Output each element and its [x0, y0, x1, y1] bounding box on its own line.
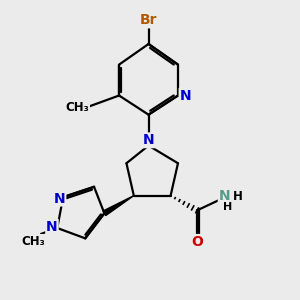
- Text: N: N: [179, 88, 191, 103]
- Text: CH₃: CH₃: [65, 101, 89, 114]
- Polygon shape: [103, 196, 134, 216]
- Text: H: H: [232, 190, 242, 203]
- Text: N: N: [46, 220, 58, 234]
- Text: CH₃: CH₃: [21, 235, 45, 248]
- Text: H: H: [223, 202, 232, 212]
- Text: Br: Br: [140, 14, 157, 27]
- Text: N: N: [219, 189, 230, 202]
- Text: N: N: [143, 133, 154, 147]
- Text: O: O: [191, 235, 203, 249]
- Text: N: N: [54, 192, 65, 206]
